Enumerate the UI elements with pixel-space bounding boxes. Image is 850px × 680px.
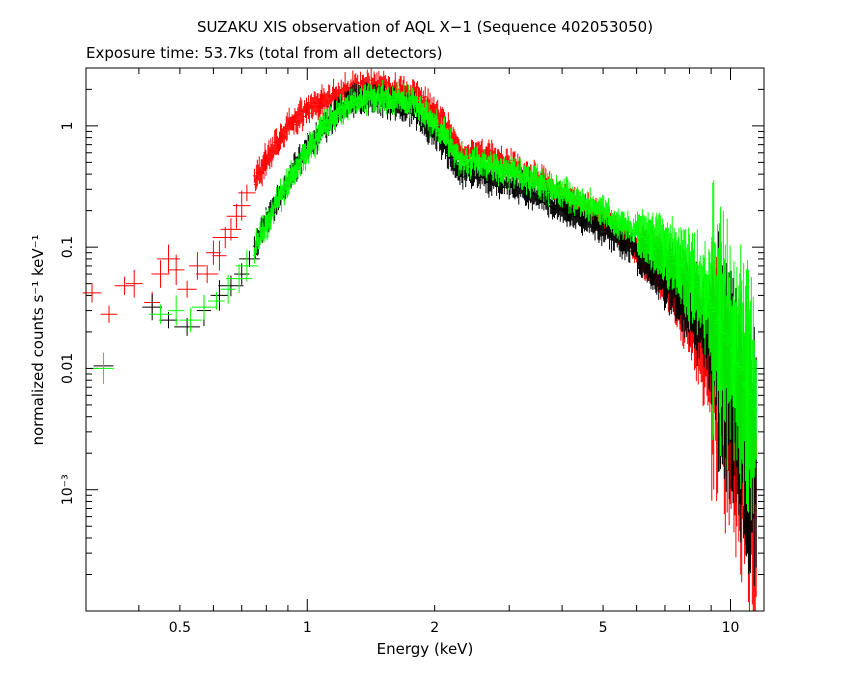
x-tick-label: 10 (722, 620, 740, 636)
y-tick-label: 10⁻³ (60, 474, 76, 505)
x-tick-label: 0.5 (169, 620, 191, 636)
series-2 (93, 80, 758, 521)
x-tick-label: 1 (303, 620, 312, 636)
chart-title: SUZAKU XIS observation of AQL X−1 (Seque… (196, 18, 654, 36)
series-layer (82, 68, 758, 611)
axis-ticks: 0.5 1 2 5 10 1 0.1 0.01 10⁻³ (60, 67, 764, 636)
y-tick-label: 0.01 (60, 353, 76, 384)
x-tick-label: 5 (599, 620, 608, 636)
x-tick-label: 2 (430, 620, 439, 636)
plot-frame (85, 67, 765, 612)
y-tick-label: 0.1 (60, 236, 76, 258)
y-tick-label: 1 (60, 121, 76, 130)
chart-subtitle: Exposure time: 53.7ks (total from all de… (86, 44, 443, 62)
x-axis-label: Energy (keV) (376, 640, 474, 658)
series-0 (82, 68, 758, 611)
series-1 (93, 82, 758, 586)
